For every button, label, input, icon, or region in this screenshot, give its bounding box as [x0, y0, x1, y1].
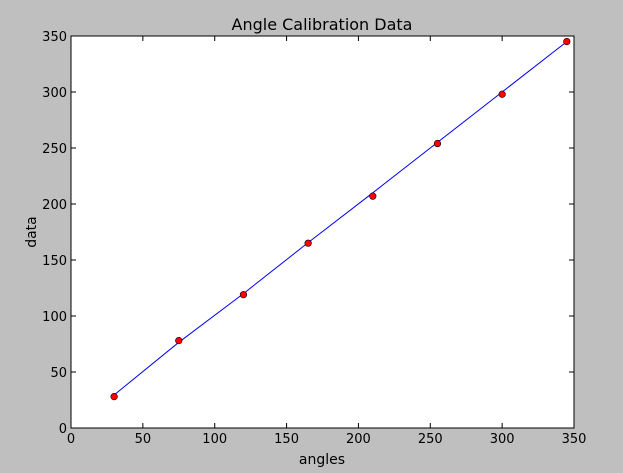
- x-tick-label: 0: [67, 432, 75, 447]
- y-tick-label: 200: [42, 198, 67, 213]
- y-tick-label: 0: [59, 422, 67, 437]
- y-axis-label: data: [24, 216, 40, 248]
- y-tick-label: 300: [42, 86, 67, 101]
- series-lines: [113, 41, 568, 396]
- x-tick-label: 250: [418, 432, 443, 447]
- data-point: [304, 239, 312, 247]
- data-point: [563, 37, 571, 46]
- data-point: [498, 90, 506, 98]
- series-points: [110, 37, 571, 401]
- y-tick-label: 350: [42, 30, 67, 45]
- y-tick-label: 250: [42, 142, 67, 157]
- data-point: [110, 393, 118, 401]
- x-tick-label: 100: [202, 432, 227, 447]
- data-point: [239, 291, 248, 299]
- data-point: [369, 192, 377, 200]
- x-tick-label: 350: [562, 432, 587, 447]
- y-tick-label: 50: [50, 366, 67, 381]
- y-tick-label: 150: [42, 254, 67, 269]
- x-axis-label: angles: [299, 452, 345, 468]
- data-point: [175, 337, 183, 345]
- chart-title: Angle Calibration Data: [232, 15, 413, 34]
- x-tick-label: 200: [346, 432, 371, 447]
- y-tick-label: 100: [42, 310, 67, 325]
- fit-line: [113, 41, 568, 396]
- x-tick-label: 150: [274, 432, 299, 447]
- x-axis-ticks: 0 50 100 150 200 250 300 350: [67, 36, 587, 447]
- x-tick-label: 300: [490, 432, 515, 447]
- data-point: [433, 139, 442, 148]
- x-tick-label: 50: [135, 432, 152, 447]
- y-axis-ticks: 0 50 100 150 200 250 300 350: [42, 30, 574, 437]
